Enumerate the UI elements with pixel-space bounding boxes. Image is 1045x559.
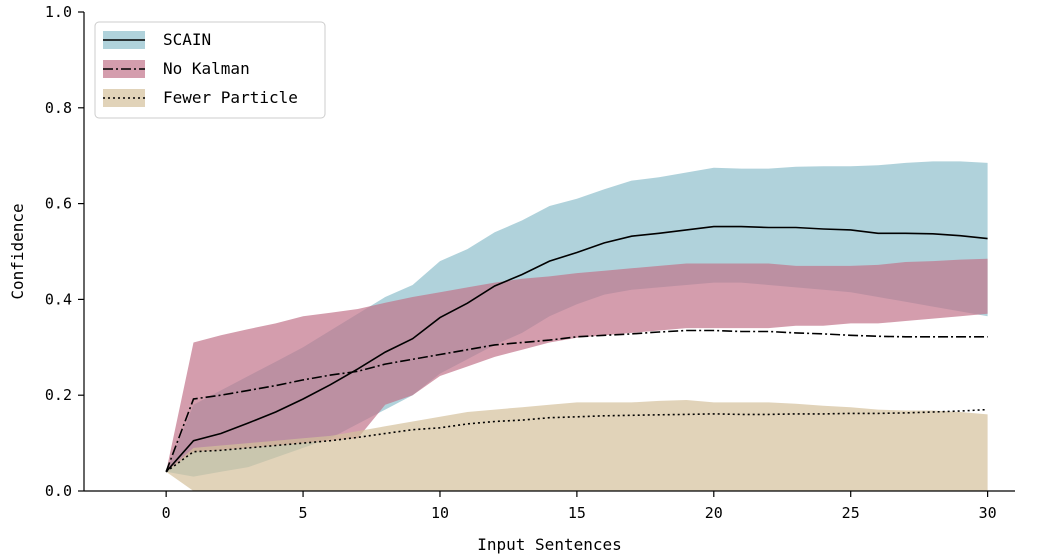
x-tick-label: 10 [431, 504, 449, 522]
confidence-bands [166, 161, 988, 491]
legend-label-no-kalman: No Kalman [163, 59, 250, 78]
x-tick-label: 30 [979, 504, 997, 522]
legend-box [94, 21, 326, 119]
line-scain [165, 225, 988, 473]
y-tick-label: 0.8 [45, 99, 72, 117]
band-no-kalman [166, 258, 988, 472]
axes: 0 5 10 15 20 25 30 0.0 0.2 0.4 0.6 0.8 1.0 [45, 3, 1015, 522]
y-tick-label: 0.2 [45, 386, 72, 404]
x-tick-label: 0 [162, 504, 171, 522]
y-tick-label: 0.4 [45, 290, 72, 308]
x-tick-label: 25 [842, 504, 860, 522]
line-no-kalman [165, 329, 988, 473]
y-tick-label: 1.0 [45, 3, 72, 21]
legend: SCAIN No Kalman Fewer Particle [94, 21, 326, 119]
y-axis-label: Confidence [8, 203, 27, 299]
x-tick-label: 20 [705, 504, 723, 522]
band-fewer-particle [166, 400, 988, 491]
y-tick-label: 0.0 [45, 482, 72, 500]
x-axis-label: Input Sentences [477, 535, 622, 554]
mean-lines [165, 225, 988, 473]
y-tick-label: 0.6 [45, 195, 72, 213]
legend-label-scain: SCAIN [163, 30, 211, 49]
x-tick-label: 15 [568, 504, 586, 522]
x-tick-label: 5 [299, 504, 308, 522]
legend-label-fewer-particle: Fewer Particle [163, 88, 298, 107]
